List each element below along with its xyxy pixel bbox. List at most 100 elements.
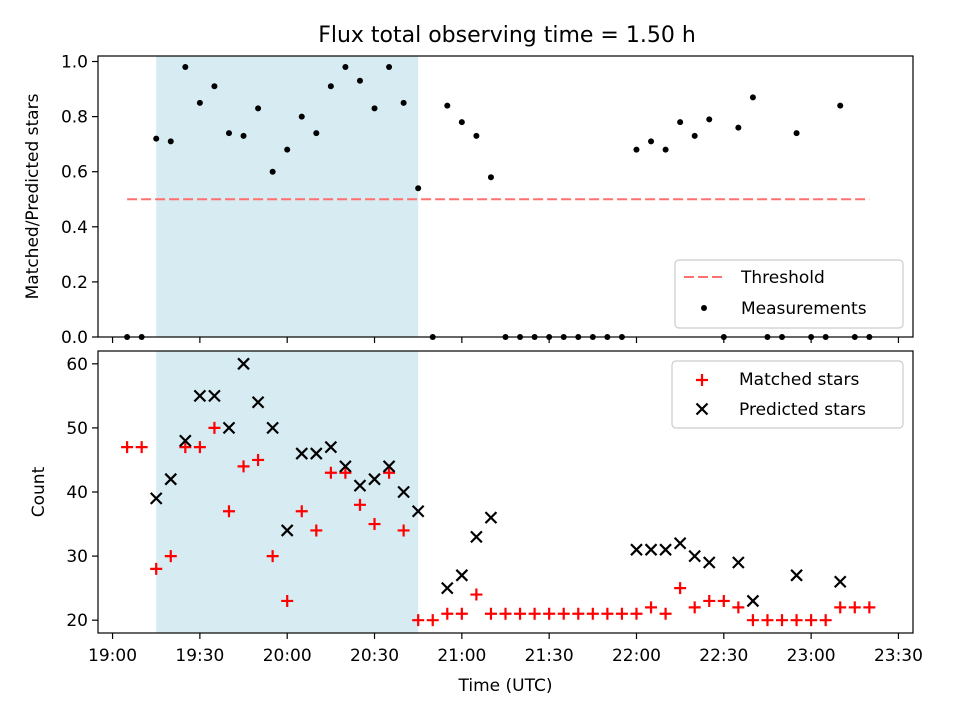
predicted-star-point: [310, 447, 323, 460]
y-tick-label: 0.8: [61, 108, 88, 128]
predicted-star-point: [630, 543, 643, 556]
predicted-star-point: [732, 556, 745, 569]
matched-star-point: [368, 518, 381, 531]
top-axes: 0.0 0.2 0.4 0.6 0.8 1.0: [61, 53, 914, 348]
measurement-point: [182, 64, 189, 71]
legend-predicted-swatch: [695, 402, 709, 416]
y-tick-label: 30: [66, 547, 88, 567]
y-tick-label: 0.0: [61, 328, 88, 348]
y-tick-label: 0.2: [61, 273, 88, 293]
matched-star-point: [586, 607, 599, 620]
predicted-star-point: [237, 357, 250, 371]
legend-measurement-label: Measurements: [741, 299, 867, 319]
matched-star-point: [484, 607, 497, 620]
x-tick-label: 22:30: [699, 646, 748, 666]
legend-predicted-label: Predicted stars: [739, 400, 866, 420]
matched-star-point: [572, 607, 585, 620]
y-tick-label: 1.0: [61, 53, 88, 73]
predicted-star-point: [324, 440, 338, 454]
x-axis-label: Time (UTC): [458, 676, 553, 696]
predicted-star-point: [833, 575, 847, 589]
matched-star-point: [426, 614, 439, 627]
measurement-point: [269, 168, 276, 175]
matched-star-point: [412, 614, 425, 627]
measurement-point: [240, 132, 247, 139]
legend-box: [674, 259, 904, 329]
matched-star-point: [615, 607, 628, 620]
x-tick-label: 19:00: [88, 646, 137, 666]
bottom-y-axis-label: Count: [29, 466, 49, 517]
matched-star-point: [295, 505, 308, 518]
measurement-point: [691, 132, 698, 139]
y-tick-label: 0.4: [61, 218, 88, 238]
chart-title: Flux total observing time = 1.50 h: [318, 23, 696, 48]
matched-star-point: [659, 607, 672, 620]
predicted-star-point: [179, 434, 192, 448]
matched-star-point: [499, 607, 512, 620]
legend-threshold-label: Threshold: [740, 268, 825, 288]
predicted-star-point: [441, 581, 454, 595]
axes-frame: [97, 55, 914, 338]
matched-star-point: [266, 550, 279, 563]
measurement-point: [444, 102, 451, 109]
predicted-star-point: [208, 389, 221, 403]
matched-star-point: [150, 562, 163, 575]
bottom-axes: 20 30 40 50 60 19:00 19:30 20:00 20:30 21:00 21:30…: [66, 350, 923, 666]
top-y-axis-label: Matched/Predicted stars: [23, 93, 43, 299]
matched-star-point: [688, 601, 701, 614]
measurement-point: [196, 99, 203, 106]
matched-star-point: [863, 601, 876, 614]
predicted-star-point: [149, 492, 163, 505]
measurement-point: [662, 146, 669, 153]
matched-star-point: [222, 505, 235, 518]
x-tick-label: 21:30: [525, 646, 574, 666]
measurement-point: [735, 124, 742, 131]
x-tick-label: 20:30: [350, 646, 399, 666]
y-tick-label: 50: [66, 419, 88, 439]
predicted-star-point: [688, 549, 701, 563]
legend-box: [671, 360, 904, 429]
matched-star-point: [805, 614, 818, 627]
measurement-point: [153, 135, 160, 142]
predicted-star-point: [251, 395, 265, 409]
top-legend: Threshold Measurements: [674, 259, 904, 329]
x-tick-label: 19:30: [175, 646, 224, 666]
predicted-star-point: [790, 569, 803, 582]
measurement-point: [342, 64, 349, 71]
predicted-star-point: [222, 421, 236, 435]
matched-star-point: [208, 421, 221, 434]
measurement-point: [211, 83, 218, 90]
matched-star-point: [121, 441, 134, 454]
predicted-star-point: [280, 524, 294, 537]
y-tick-label: 20: [66, 611, 88, 631]
top-shaded-interval: [156, 56, 419, 337]
matched-star-point: [674, 582, 687, 595]
bottom-legend: Matched stars Predicted stars: [671, 360, 904, 429]
measurement-point: [473, 132, 480, 139]
predicted-star-point: [266, 421, 279, 435]
y-tick-label: 60: [66, 355, 88, 375]
x-tick-label: 20:00: [263, 646, 312, 666]
x-tick-label: 23:00: [787, 646, 836, 666]
predicted-star-point: [397, 485, 410, 499]
matched-star-point: [383, 466, 396, 479]
predicted-star-point: [455, 569, 469, 582]
measurement-point: [225, 130, 232, 137]
measurement-point: [749, 94, 756, 101]
matched-star-point: [470, 588, 483, 601]
predicted-star-point: [353, 479, 367, 492]
predicted-star-point: [411, 504, 425, 518]
predicted-star-point: [746, 594, 760, 608]
matched-star-point: [281, 594, 294, 607]
measurement-point: [415, 185, 422, 192]
matched-star-point: [353, 498, 366, 511]
matched-star-point: [179, 441, 192, 454]
matched-star-point: [630, 607, 643, 620]
measurement-point: [167, 138, 174, 145]
legend-matched-label: Matched stars: [739, 370, 859, 390]
top-panel: 0.0 0.2 0.4 0.6 0.8 1.0 Matched/Predicted sta…: [23, 53, 914, 348]
measurement-point: [386, 64, 393, 71]
bottom-panel: 20 30 40 50 60 19:00 19:30 20:00 20:30 21:00 21:30…: [29, 350, 923, 696]
matched-star-point: [441, 607, 454, 620]
